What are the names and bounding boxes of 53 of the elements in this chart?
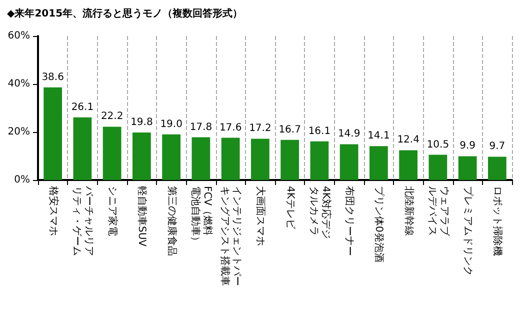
x-tick-label: シニア家電: [106, 186, 119, 236]
data-label: 17.6: [219, 122, 242, 134]
x-tick-label: バーチャルリアリティ・ゲーム: [70, 185, 94, 256]
bar: [340, 144, 358, 180]
bar: [280, 140, 299, 180]
y-tick-label: 60%: [8, 30, 30, 42]
x-tick-label: 北陸新幹線: [402, 186, 415, 236]
bar: [370, 146, 388, 180]
x-tick-label: 4K対応デジタルカメラ: [308, 186, 332, 239]
data-label: 9.7: [489, 141, 506, 152]
bar: [44, 87, 62, 180]
bar: [488, 156, 506, 180]
bar: [399, 150, 418, 180]
data-label: 17.8: [190, 122, 212, 133]
x-tick-label: 4Kテレビ: [284, 186, 296, 230]
x-tick-label: 格安スマホ: [47, 185, 60, 236]
bar: [102, 126, 122, 180]
x-tick-label: 第三の健康食品: [166, 186, 178, 256]
data-label: 16.7: [278, 124, 301, 136]
data-label: 16.1: [308, 126, 331, 137]
chart-title: ◆来年2015年、流行ると思うモノ（複数回答形式）: [7, 8, 243, 20]
data-label: 12.4: [397, 134, 420, 146]
data-label: 14.1: [368, 130, 390, 142]
data-label: 19.8: [130, 116, 153, 128]
x-tick-label: プリン体0発泡酒: [373, 186, 386, 262]
data-label: 9.9: [460, 140, 476, 152]
bar: [192, 137, 210, 180]
data-label: 19.0: [160, 118, 182, 130]
y-tick-label: 20%: [8, 126, 30, 138]
x-tick-label: ロボット掃除機: [492, 186, 504, 256]
bar: [428, 154, 448, 180]
data-label: 26.1: [71, 102, 94, 113]
y-tick-label: 0%: [14, 174, 30, 186]
bar: [162, 134, 180, 180]
data-label: 22.2: [100, 111, 124, 122]
x-tick-label: インテリジェントパーキングアシスト搭載車: [219, 186, 242, 286]
data-label: 14.9: [338, 128, 360, 140]
bar: [251, 138, 270, 180]
bar: [221, 138, 240, 180]
x-tick-label: FCV（燃料電池自動車）: [189, 186, 214, 246]
bar: [458, 156, 477, 180]
data-label: 17.2: [249, 123, 272, 134]
data-label: 38.6: [42, 72, 64, 83]
data-label: 10.5: [426, 139, 450, 150]
x-tick-label: 布団クリーナー: [344, 186, 356, 256]
x-tick-label: 軽自動車SUV: [136, 186, 148, 247]
bar: [310, 141, 329, 180]
bar: [132, 132, 151, 180]
x-tick-label: ウェアラブルデバイス: [426, 186, 450, 237]
x-tick-label: 大画面スマホ: [254, 186, 267, 246]
x-tick-label: プレミアムドリンク: [462, 186, 474, 276]
y-tick-label: 40%: [8, 78, 30, 90]
bar: [73, 117, 92, 180]
